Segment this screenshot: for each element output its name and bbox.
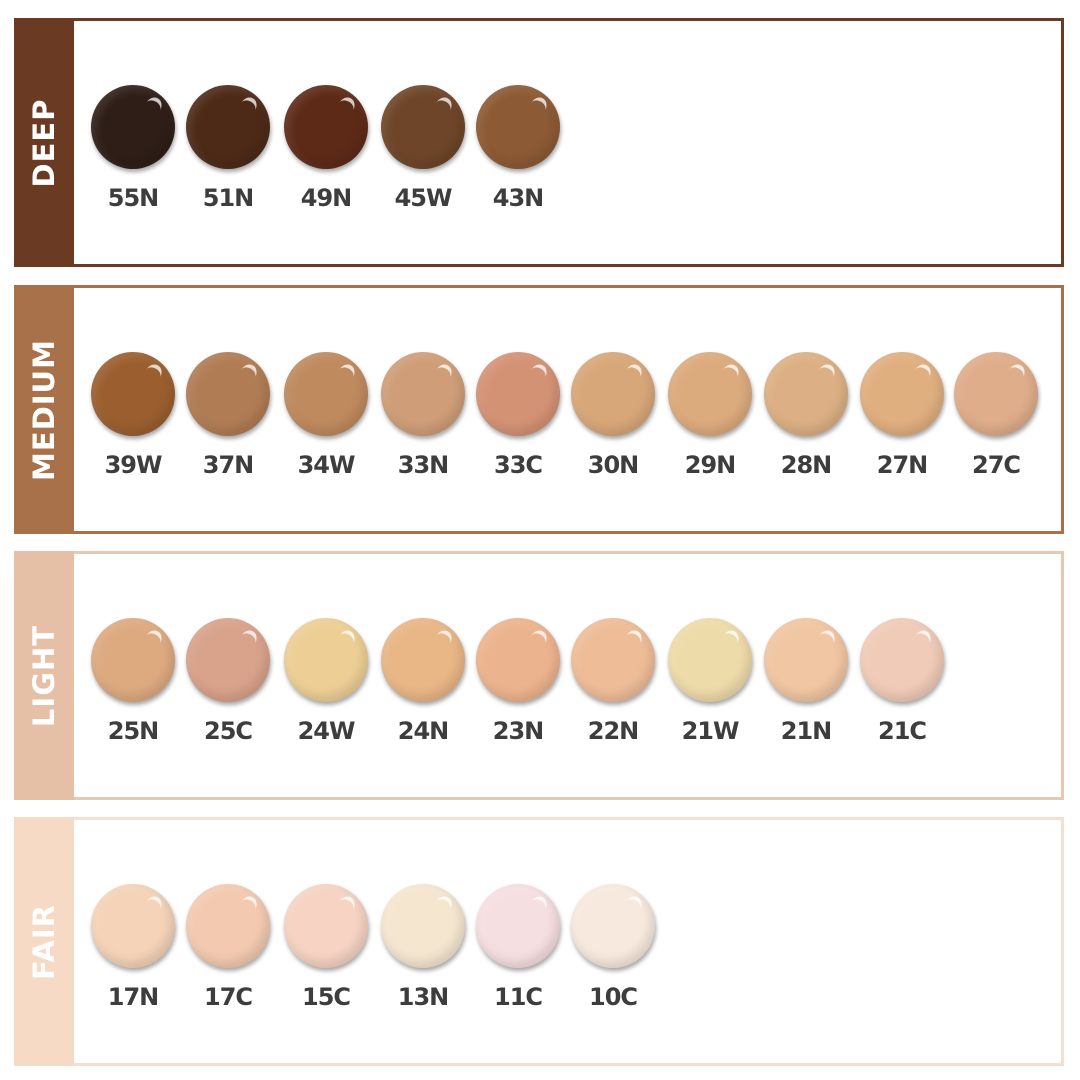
shade-group-deep: DEEP 55N 51N 49N 45W 43N bbox=[14, 18, 1064, 267]
group-label-bar: LIGHT bbox=[14, 551, 74, 800]
shade-swatch[interactable] bbox=[954, 352, 1038, 436]
shade-code: 13N bbox=[397, 983, 449, 1011]
shade-swatch[interactable] bbox=[668, 618, 752, 702]
shade-code: 34W bbox=[297, 451, 356, 479]
shade-swatch[interactable] bbox=[860, 618, 944, 702]
shade-swatch[interactable] bbox=[860, 352, 944, 436]
shade-swatch[interactable] bbox=[571, 352, 655, 436]
shade-swatch[interactable] bbox=[381, 352, 465, 436]
shade-code: 10C bbox=[588, 983, 638, 1011]
shade-swatch[interactable] bbox=[91, 884, 175, 968]
group-label-bar: MEDIUM bbox=[14, 285, 74, 534]
shade-swatch[interactable] bbox=[381, 618, 465, 702]
shade-code: 33C bbox=[493, 451, 543, 479]
group-label: MEDIUM bbox=[27, 338, 61, 481]
shade-swatch[interactable] bbox=[91, 618, 175, 702]
shade-swatch[interactable] bbox=[764, 352, 848, 436]
shade-swatch[interactable] bbox=[381, 85, 465, 169]
shade-code: 17N bbox=[107, 983, 159, 1011]
shade-group-light: LIGHT 25N 25C 24W 24N 23N 22N 21W 21N 21C bbox=[14, 551, 1064, 800]
shade-code: 43N bbox=[492, 184, 544, 212]
shade-swatch[interactable] bbox=[571, 884, 655, 968]
shade-swatch[interactable] bbox=[476, 884, 560, 968]
shade-code: 55N bbox=[107, 184, 159, 212]
shade-code: 49N bbox=[300, 184, 352, 212]
shade-code: 23N bbox=[492, 717, 544, 745]
shade-code: 17C bbox=[203, 983, 253, 1011]
shade-swatch[interactable] bbox=[186, 618, 270, 702]
shade-code: 24N bbox=[397, 717, 449, 745]
shade-code: 22N bbox=[587, 717, 639, 745]
shade-code: 21W bbox=[681, 717, 740, 745]
shade-code: 25C bbox=[203, 717, 253, 745]
shade-code: 25N bbox=[107, 717, 159, 745]
shade-swatch[interactable] bbox=[186, 884, 270, 968]
shade-swatch[interactable] bbox=[284, 884, 368, 968]
shade-code: 24W bbox=[297, 717, 356, 745]
group-label: LIGHT bbox=[27, 624, 61, 727]
shade-code: 28N bbox=[780, 451, 832, 479]
shade-swatch[interactable] bbox=[284, 618, 368, 702]
shade-swatch[interactable] bbox=[284, 85, 368, 169]
shade-swatch[interactable] bbox=[476, 618, 560, 702]
shade-swatch[interactable] bbox=[284, 352, 368, 436]
shade-code: 21C bbox=[877, 717, 927, 745]
shade-code: 29N bbox=[684, 451, 736, 479]
shade-swatch[interactable] bbox=[571, 618, 655, 702]
shade-swatch[interactable] bbox=[476, 352, 560, 436]
shade-group-medium: MEDIUM 39W 37N 34W 33N 33C 30N 29N 28N 27N 27C bbox=[14, 285, 1064, 534]
shade-swatch[interactable] bbox=[186, 352, 270, 436]
shade-code: 33N bbox=[397, 451, 449, 479]
group-label-bar: FAIR bbox=[14, 817, 74, 1066]
shade-group-fair: FAIR 17N 17C 15C 13N 11C 10C bbox=[14, 817, 1064, 1066]
shade-swatch[interactable] bbox=[668, 352, 752, 436]
shade-swatch[interactable] bbox=[476, 85, 560, 169]
shade-code: 27N bbox=[876, 451, 928, 479]
shade-swatch[interactable] bbox=[91, 352, 175, 436]
group-label-bar: DEEP bbox=[14, 18, 74, 267]
shade-code: 39W bbox=[104, 451, 163, 479]
shade-code: 11C bbox=[493, 983, 543, 1011]
shade-swatch[interactable] bbox=[764, 618, 848, 702]
group-label: DEEP bbox=[27, 98, 61, 187]
shade-code: 45W bbox=[394, 184, 453, 212]
shade-code: 51N bbox=[202, 184, 254, 212]
shade-swatch[interactable] bbox=[91, 85, 175, 169]
shade-code: 30N bbox=[587, 451, 639, 479]
shade-code: 37N bbox=[202, 451, 254, 479]
shade-code: 27C bbox=[971, 451, 1021, 479]
shade-code: 21N bbox=[780, 717, 832, 745]
shade-code: 15C bbox=[301, 983, 351, 1011]
shade-swatch[interactable] bbox=[186, 85, 270, 169]
group-label: FAIR bbox=[27, 903, 61, 980]
shade-swatch[interactable] bbox=[381, 884, 465, 968]
